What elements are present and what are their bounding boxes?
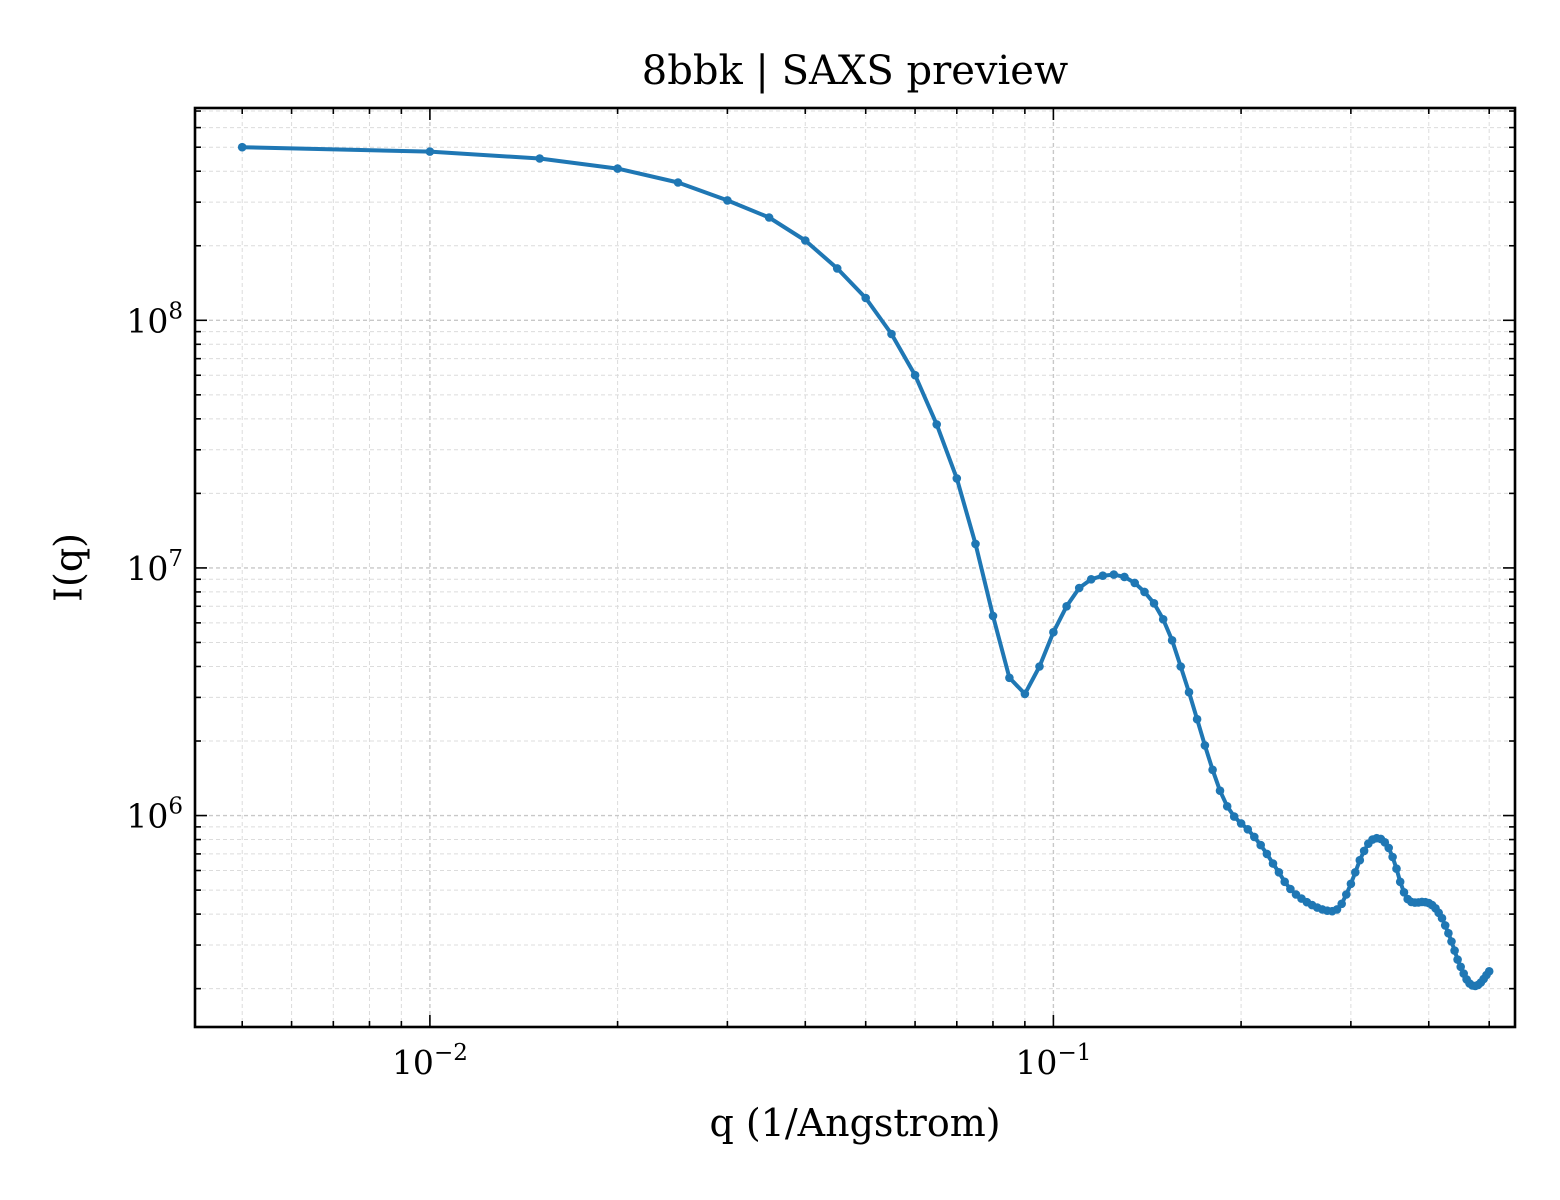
data-point <box>1120 572 1129 582</box>
data-point <box>1149 599 1159 608</box>
data-point <box>1388 852 1397 862</box>
data-point <box>1268 859 1278 868</box>
data-point <box>1250 832 1259 842</box>
tick-labels: 10−2 10−1 106 107 108 <box>126 298 1091 1082</box>
y-tick-label: 107 <box>126 546 183 588</box>
data-point <box>1192 714 1202 724</box>
data-point <box>887 329 896 339</box>
data-point <box>425 147 435 156</box>
data-point <box>1020 689 1030 699</box>
data-point <box>1200 741 1210 750</box>
data-point <box>764 213 774 222</box>
data-point <box>971 539 980 549</box>
data-point <box>1395 877 1405 887</box>
data-point <box>237 142 247 152</box>
data-point <box>1184 687 1194 697</box>
data-point <box>1437 913 1447 923</box>
data-point <box>1062 602 1071 611</box>
data-point <box>1484 967 1494 976</box>
data-point <box>1167 636 1177 645</box>
data-point <box>1447 937 1456 946</box>
grid <box>195 108 1515 1027</box>
data-point <box>1098 571 1108 580</box>
data-point <box>1262 849 1272 859</box>
data-point <box>1274 868 1284 877</box>
data-point <box>1130 578 1139 588</box>
data-point <box>861 293 870 303</box>
data-point <box>1342 890 1351 899</box>
data-point <box>1392 864 1401 873</box>
x-tick-label: 10−2 <box>392 1040 468 1082</box>
data-point <box>988 611 998 621</box>
data-point <box>1453 955 1462 964</box>
data-point <box>535 154 544 163</box>
data-point <box>1158 615 1168 624</box>
x-tick-label: 10−1 <box>1015 1040 1091 1082</box>
y-tick-label: 108 <box>126 298 183 340</box>
data-point <box>1243 825 1253 834</box>
data-point <box>673 178 683 187</box>
data-point <box>1176 662 1185 671</box>
plot-frame <box>193 106 1517 1029</box>
data-point <box>1440 921 1450 930</box>
data-point <box>1256 840 1265 850</box>
x-axis-label: q (1/Angstrom) <box>709 1101 1000 1145</box>
data-point <box>1005 673 1014 683</box>
data-point <box>1208 765 1217 775</box>
data-point <box>1035 662 1044 671</box>
data-point <box>723 196 732 205</box>
data-point <box>1236 819 1246 828</box>
data-point <box>1444 928 1453 938</box>
data-point <box>1280 877 1289 887</box>
data-point <box>1450 946 1459 955</box>
data-point <box>952 474 962 483</box>
data-point <box>801 236 810 245</box>
chart-title: 8bbk | SAXS preview <box>642 48 1068 94</box>
data-point <box>1109 570 1119 579</box>
data-point <box>910 370 920 380</box>
y-axis-label: I(q) <box>47 533 91 602</box>
data-point <box>1222 802 1232 811</box>
data-point <box>1399 888 1409 897</box>
data-point <box>1286 884 1295 894</box>
y-tick-label: 106 <box>126 794 183 836</box>
data-point <box>932 420 941 429</box>
data-point <box>1384 843 1393 853</box>
data-point <box>1086 575 1096 584</box>
data-point <box>1359 846 1369 856</box>
data-point <box>1229 812 1239 821</box>
data-point <box>1351 868 1360 877</box>
data-point <box>1337 899 1346 909</box>
data-series <box>237 142 1494 991</box>
data-point <box>1355 855 1365 865</box>
data-point <box>1456 962 1465 972</box>
data-point <box>1346 879 1356 889</box>
data-point <box>1215 786 1225 795</box>
data-point <box>1074 583 1084 593</box>
data-point <box>1049 627 1058 637</box>
data-point <box>613 164 622 173</box>
data-point <box>1140 587 1149 597</box>
data-point <box>832 264 842 273</box>
